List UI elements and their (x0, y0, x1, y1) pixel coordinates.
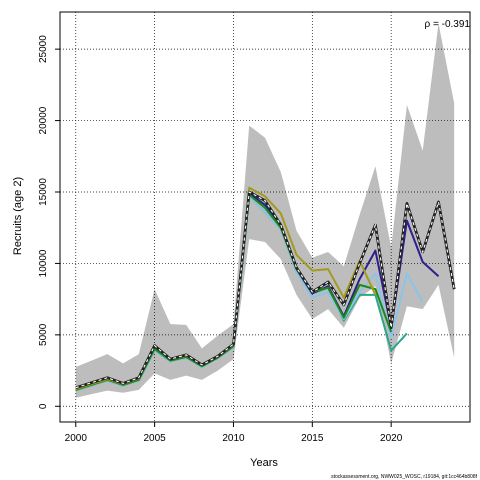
confidence-band (75, 23, 455, 398)
plot-frame (59, 11, 471, 423)
y-tick-label: 25000 (38, 35, 49, 63)
x-tick-label: 2020 (380, 433, 403, 444)
y-axis-title: Recruits (age 2) (12, 177, 24, 255)
band-polygon (75, 23, 455, 398)
x-tick-label: 2005 (143, 433, 166, 444)
rho-annotation: ρ = -0.391 (425, 19, 471, 30)
axes: 2000 2005 2010 2015 2020 0 5000 10000 15000 20000… (38, 11, 471, 444)
x-tick-label: 2015 (301, 433, 324, 444)
grid (60, 12, 470, 422)
y-tick-label: 15000 (38, 178, 49, 206)
y-tick-label: 20000 (38, 106, 49, 134)
y-tick-label: 5000 (38, 323, 49, 346)
series-line-0-top-dash (75, 191, 455, 389)
series-lines (75, 186, 456, 392)
x-tick-label: 2000 (65, 433, 88, 444)
y-tick-label: 10000 (38, 249, 49, 277)
source-credit: stockassessment.org, NWW025_WOSC, r19184… (331, 474, 478, 480)
y-tick-label: 0 (38, 403, 49, 409)
x-axis-title: Years (250, 457, 278, 469)
x-tick-label: 2010 (222, 433, 245, 444)
